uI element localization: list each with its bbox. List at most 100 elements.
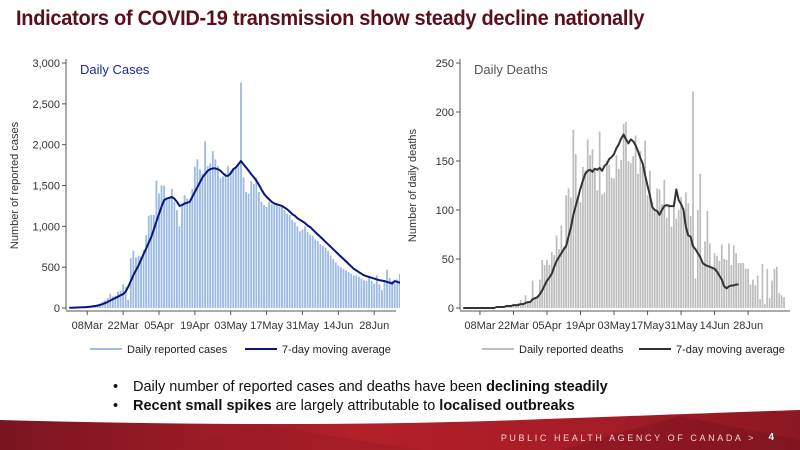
bar [680,197,682,308]
moving-average-line [69,160,400,309]
bar [150,214,153,308]
bar [761,263,764,308]
bar [147,215,150,308]
y-tick-label: 0 [54,303,60,315]
bar [584,170,587,308]
x-tick-label: 14Jun [323,320,353,332]
x-tick-label: 05Apr [532,320,562,332]
bar [214,159,217,308]
legend-label: 7-day moving average [676,344,785,356]
bar [692,91,694,308]
bar [337,265,340,308]
bar [684,192,687,308]
x-tick-label: 08Mar [464,320,496,332]
bullet-glyph: • [113,398,119,414]
x-tick-label: 19Apr [180,320,210,332]
bar [342,268,345,308]
bar [255,177,258,308]
x-tick-label: 14Jun [700,320,730,332]
y-tick-label: 2,000 [32,140,60,152]
bar [725,259,728,308]
bar [759,299,761,308]
bar [186,198,189,308]
bar [327,250,330,308]
bar [229,170,232,308]
bar [278,206,281,308]
bar [383,281,386,308]
bullet-text-part: Daily number of reported cases and death… [133,379,487,395]
bar [196,159,199,308]
bar [775,266,778,308]
y-axis-label: Number of daily deaths [407,128,419,242]
bar [275,203,278,308]
bar [178,226,181,308]
bar [522,304,524,308]
bar [391,281,394,308]
footer-separator: > [748,433,756,443]
bar [163,185,166,308]
bar [132,250,135,308]
bar [334,262,337,308]
bar [257,192,260,308]
x-tick-label: 03May [214,320,248,332]
bar [206,165,209,308]
x-tick-label: 17May [631,320,665,332]
x-tick-label: 28Jun [359,320,389,332]
daily-deaths-chart: 0 50 100 150 200 250 08Mar 22Mar 05Apr 19Apr 03May… [407,58,790,356]
slide-title: Indicators of COVID-19 transmission show… [16,6,645,30]
bar [263,205,265,308]
y-tick-label: 50 [442,254,454,266]
bar [165,198,168,308]
bar [735,253,737,308]
bar [350,273,353,308]
bar [701,261,704,308]
bar [526,302,529,308]
y-tick-label: 200 [436,107,454,119]
bar [270,204,273,308]
bar [601,194,603,308]
bar [158,193,160,308]
footer-agency: PUBLIC HEALTH AGENCY OF CANADA > [501,433,756,443]
bullet-glyph: • [113,379,119,395]
x-tick-label: 22Mar [498,320,530,332]
bar [273,205,276,308]
y-tick-label: 100 [436,205,454,217]
y-axis-label: Number of reported cases [9,121,21,249]
bar [613,178,615,308]
bar [778,293,781,308]
bar [365,281,368,308]
bar [355,275,358,308]
chart-title: Daily Deaths [474,62,548,77]
footer-wave [0,410,800,450]
bar [375,275,378,308]
chart-title: Daily Cases [80,62,150,77]
bar [160,185,163,308]
y-tick-label: 250 [436,58,454,70]
bar [694,278,697,308]
bar [306,232,309,308]
x-tick-label: 31May [286,320,320,332]
bar [219,178,222,308]
bar [378,284,381,308]
bar [625,121,627,308]
legend-label: Daily reported cases [127,344,228,356]
bar [783,297,785,308]
bar [393,283,396,308]
bullet-text-bold: Recent small spikes [133,398,272,414]
bullet-text: Recent small spikes are largely attribut… [133,397,575,416]
bar [181,203,183,308]
bar [598,131,601,308]
footer-facet [170,424,420,450]
bar [534,299,536,308]
bar [689,215,692,308]
bullet-item: • Recent small spikes are largely attrib… [113,397,608,416]
footer-banner [0,410,800,450]
bar [732,245,735,308]
bar [291,219,294,308]
bar [718,260,721,308]
bar [322,245,324,308]
bar [252,183,255,308]
bar [696,210,699,308]
bar [260,201,263,308]
bar [293,222,296,308]
